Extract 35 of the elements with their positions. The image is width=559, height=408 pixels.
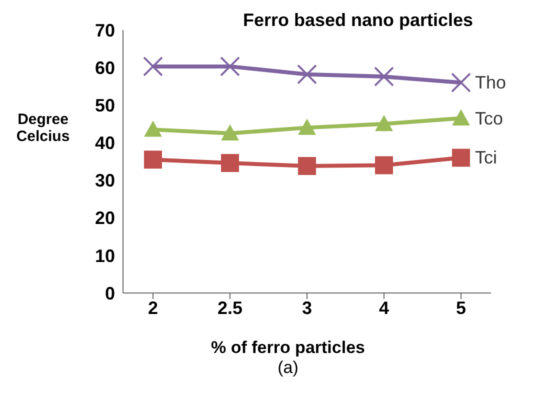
- y-tick-label: 50: [94, 96, 115, 116]
- x-tick-label: 2: [148, 298, 158, 318]
- x-tick-label: 3: [302, 298, 312, 318]
- point: [297, 64, 317, 84]
- y-tick-label: 70: [94, 20, 115, 40]
- point: [374, 66, 394, 87]
- point: [375, 114, 393, 132]
- point: [451, 72, 471, 93]
- series-label: Tco: [475, 108, 504, 128]
- x-axis-title: % of ferro particles: [210, 338, 366, 358]
- point: [298, 118, 316, 135]
- point: [221, 124, 239, 141]
- y-tick-label: 30: [94, 170, 115, 191]
- y-tick-label: 10: [94, 246, 115, 266]
- chart-title: Ferro based nano particles: [242, 10, 474, 31]
- point: [375, 156, 393, 174]
- x-tick-label: 2.5: [217, 298, 243, 318]
- series-label: Tho: [475, 72, 506, 93]
- text: (a): [276, 358, 300, 378]
- point: [144, 150, 162, 169]
- y-tick-label: 60: [94, 58, 115, 78]
- point: [452, 109, 470, 126]
- point: [452, 148, 470, 167]
- x-tick-label: 5: [456, 298, 466, 318]
- y-tick-label: 40: [94, 133, 115, 154]
- point: [220, 56, 240, 76]
- series-label: Tci: [475, 148, 497, 168]
- point: [298, 157, 316, 176]
- y-tick-label: 20: [94, 208, 115, 228]
- point: [221, 154, 239, 172]
- y-tick-label: 0: [104, 283, 115, 304]
- y-axis-title: Degree Celcius: [15, 111, 71, 145]
- point: [143, 56, 163, 76]
- point: [144, 120, 162, 137]
- x-tick-label: 4: [378, 298, 390, 318]
